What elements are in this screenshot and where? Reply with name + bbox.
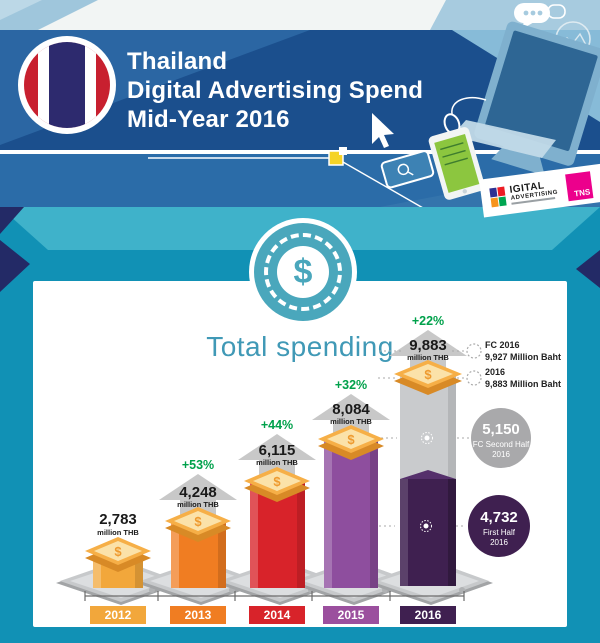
first-half-badge: 4,732 First Half 2016: [468, 495, 530, 557]
value-2013: 4,248: [179, 484, 217, 501]
arrow-2016: [389, 330, 467, 381]
total-spending-chart: $ $: [56, 314, 561, 624]
bar-value-labels: 2,783 million THB +53% 4,248 million THB…: [97, 314, 449, 537]
coin-top-2014: $: [244, 467, 310, 502]
svg-text:$: $: [114, 544, 122, 559]
fc-2016-label: FC 2016: [485, 340, 520, 350]
forecast-annotations: FC 2016 9,927 Million Baht 2016 9,883 Mi…: [466, 340, 561, 389]
year-label-2014: 2014: [264, 608, 291, 622]
unit-2013: million THB: [177, 500, 219, 509]
bar-2014: $: [244, 467, 310, 588]
value-2016: 9,883: [409, 337, 447, 354]
arrow-2014: [238, 434, 316, 486]
bar-2016: $: [394, 360, 462, 586]
second-half-caption1: FC Second Half: [473, 440, 530, 449]
growth-2016: +22%: [412, 314, 444, 328]
first-half-value: 4,732: [480, 509, 518, 526]
year-label-2016: 2016: [415, 608, 442, 622]
year-label-2012: 2012: [105, 608, 132, 622]
section-title: Total spending: [206, 331, 394, 362]
chat-bubble-icon: [514, 3, 566, 29]
bar-2016-actual: [400, 479, 456, 586]
tns-logo: TNS: [564, 170, 593, 201]
growth-arrows: [159, 330, 467, 521]
bar-2013: $: [165, 507, 231, 588]
phone-illustrations: [380, 127, 485, 200]
header-divider: [0, 150, 600, 154]
year-labels: 2012 2013 2014 2015 2016: [90, 606, 456, 624]
cursor-icon: [372, 113, 394, 148]
dollar-coin-icon: $: [249, 218, 357, 326]
unit-2014: million THB: [256, 458, 298, 467]
node-connector-lines: [148, 147, 431, 213]
svg-text:$: $: [194, 514, 202, 529]
svg-text:$: $: [424, 367, 432, 382]
actual-2016-label: 2016: [485, 367, 505, 377]
coin-top-2015: $: [318, 425, 384, 460]
page-title-line1: Thailand: [127, 48, 228, 75]
coin-top-2012: $: [85, 537, 151, 572]
daat-logo-icon: [489, 186, 507, 207]
bar-2015: $: [318, 425, 384, 588]
unit-2012: million THB: [97, 528, 139, 537]
value-2015: 8,084: [332, 401, 370, 418]
growth-2013: +53%: [182, 458, 214, 472]
page-title-line3: Mid-Year 2016: [127, 106, 290, 133]
page-title: Thailand Digital Advertising Spend Mid-Y…: [127, 47, 423, 134]
second-half-badge: 5,150 FC Second Half 2016: [471, 408, 531, 468]
fc-2016-value: 9,927 Million Baht: [485, 352, 561, 362]
second-half-value: 5,150: [482, 421, 520, 438]
dollar-glyph: $: [293, 252, 313, 291]
arrow-2015: [312, 394, 390, 446]
coin-top-2016: $: [394, 360, 462, 395]
unit-2016: million THB: [407, 353, 449, 362]
value-2012: 2,783: [99, 511, 137, 528]
daat-logo: IGITAL ADVERTISING: [509, 179, 559, 205]
coin-top-2013: $: [165, 507, 231, 542]
arrow-2013: [159, 474, 237, 521]
svg-text:$: $: [273, 474, 281, 489]
page-title-line2: Digital Advertising Spend: [127, 77, 424, 104]
value-2014: 6,115: [259, 442, 296, 459]
timeline-axis: [84, 591, 465, 601]
first-half-caption2: 2016: [490, 538, 508, 547]
growth-2015: +32%: [335, 378, 367, 392]
second-half-caption2: 2016: [492, 450, 510, 459]
chart-card: Total spending: [33, 281, 567, 627]
keyboard-illustration: [452, 120, 556, 158]
thailand-flag-logo: [18, 36, 116, 134]
actual-2016-value: 9,883 Million Baht: [485, 379, 561, 389]
year-label-2015: 2015: [338, 608, 365, 622]
svg-text:$: $: [347, 432, 355, 447]
bar-2012: $: [85, 537, 151, 588]
year-label-2013: 2013: [185, 608, 212, 622]
growth-2014: +44%: [261, 418, 293, 432]
first-half-caption1: First Half: [483, 528, 516, 537]
unit-2015: million THB: [330, 417, 372, 426]
